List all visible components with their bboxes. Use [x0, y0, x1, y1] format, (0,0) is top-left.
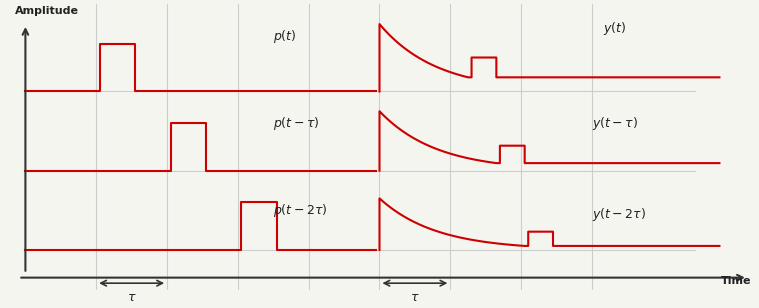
Text: $\tau$: $\tau$ — [410, 291, 420, 304]
Text: Time: Time — [721, 276, 751, 286]
Text: $\tau$: $\tau$ — [127, 291, 137, 304]
Text: $y(t-2\tau)$: $y(t-2\tau)$ — [592, 206, 646, 223]
Text: Amplitude: Amplitude — [14, 6, 79, 16]
Text: $p(t)$: $p(t)$ — [273, 28, 297, 45]
Text: $p(t-2\tau)$: $p(t-2\tau)$ — [273, 202, 328, 219]
Text: $y(t)$: $y(t)$ — [603, 20, 626, 37]
Text: $y(t-\tau)$: $y(t-\tau)$ — [592, 115, 638, 132]
Text: $p(t-\tau)$: $p(t-\tau)$ — [273, 115, 320, 132]
